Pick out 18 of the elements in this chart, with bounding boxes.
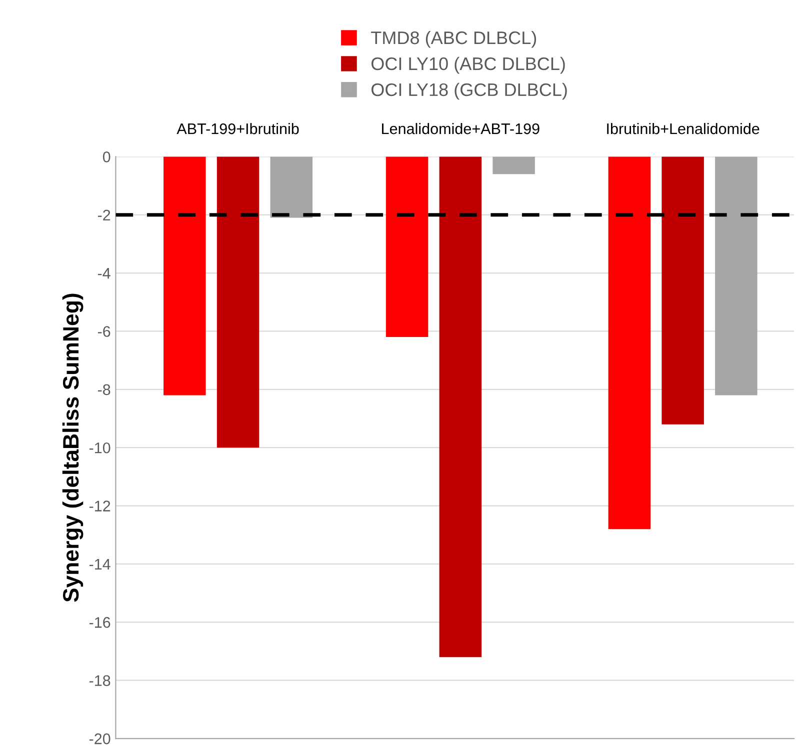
x-tick-label: Ibrutinib+Lenalidomide: [607, 122, 760, 134]
x-tick-label: ABT-199+Ibrutinib: [176, 122, 299, 134]
legend-label: TMD8 (ABC DLBCL): [371, 30, 536, 48]
legend-label: OCI LY10 (ABC DLBCL): [371, 56, 565, 74]
y-tick-label: 0: [102, 152, 110, 162]
y-tick-label: -14: [89, 559, 110, 570]
y-tick-label: -16: [89, 617, 110, 628]
y-axis-title: Synergy (deltaBliss SumNeg): [62, 294, 84, 602]
y-tick-label: -12: [89, 500, 110, 512]
y-tick-label: -20: [89, 733, 110, 744]
x-tick-label: Lenalidomide+ABT-199: [382, 122, 540, 134]
y-tick-label: -4: [98, 268, 110, 279]
y-tick-label: -10: [89, 442, 110, 454]
y-tick-label: -2: [98, 210, 110, 220]
legend-label: OCI LY18 (GCB DLBCL): [371, 82, 567, 100]
y-tick-label: -8: [98, 384, 110, 396]
y-tick-label: -18: [89, 675, 110, 686]
y-tick-label: -6: [98, 326, 110, 337]
